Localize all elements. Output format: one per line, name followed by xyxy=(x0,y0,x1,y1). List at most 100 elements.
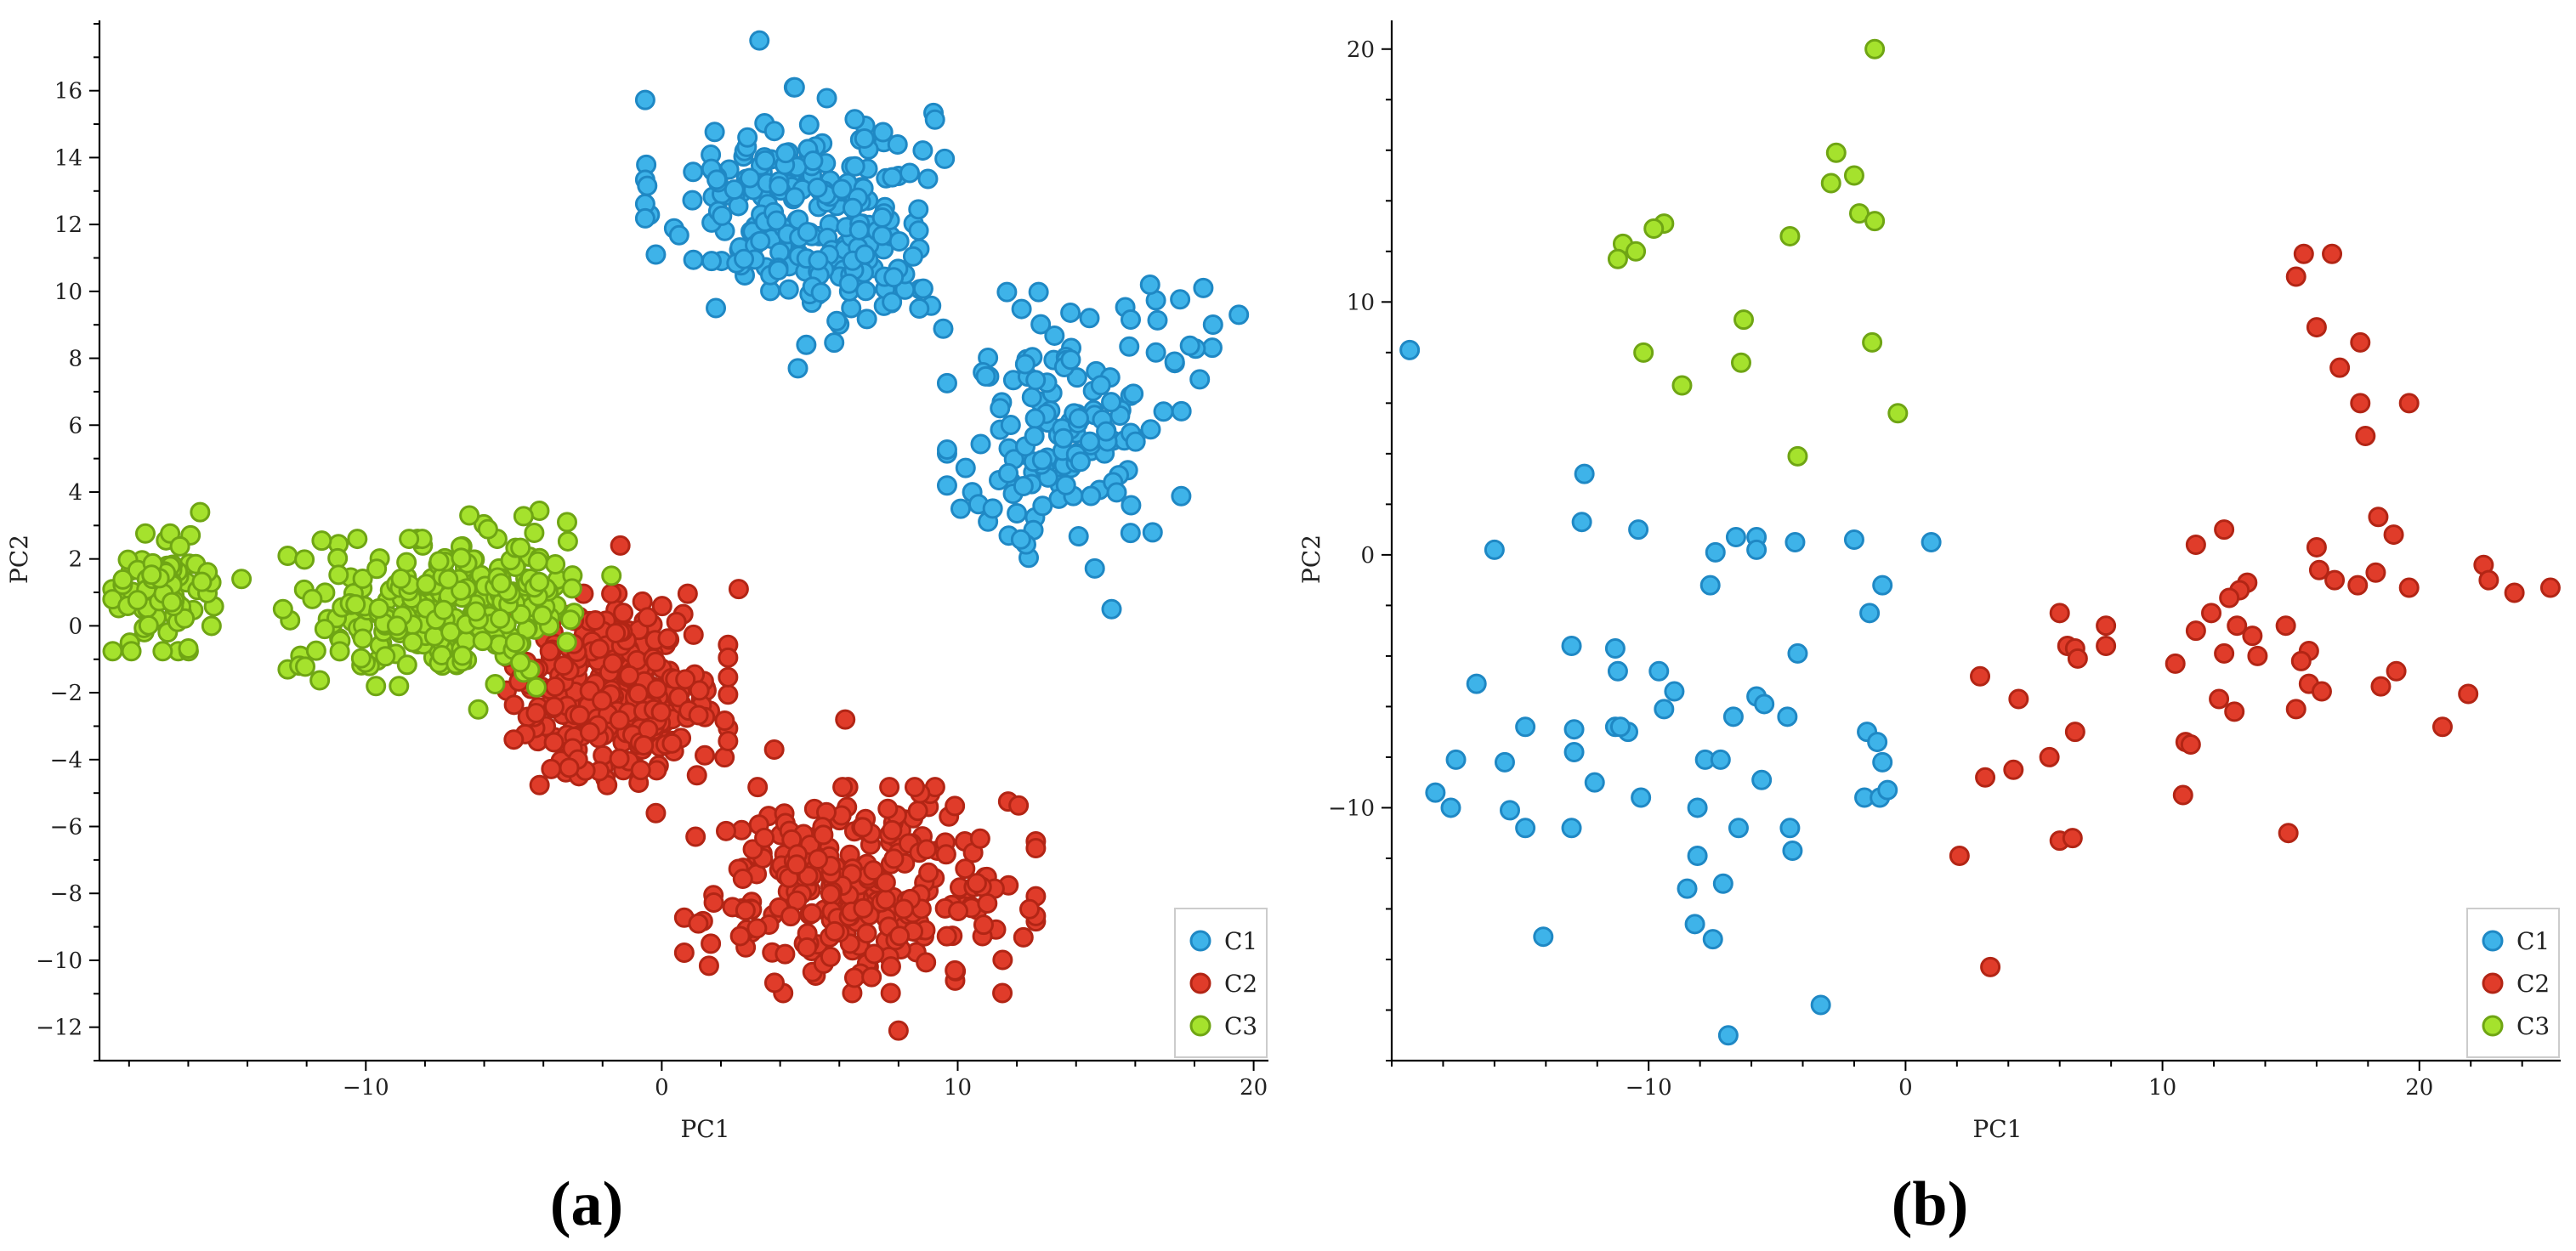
point-C3 xyxy=(1887,403,1909,424)
point-C1 xyxy=(1139,274,1160,295)
point-C2 xyxy=(2275,615,2296,637)
point-C1 xyxy=(854,244,876,265)
point-C1 xyxy=(855,280,877,302)
point-C2 xyxy=(864,943,885,965)
point-C2 xyxy=(2227,615,2248,637)
point-C2 xyxy=(529,774,550,795)
point-C1 xyxy=(1201,337,1223,359)
legend-label-C3: C3 xyxy=(2516,1012,2550,1040)
x-tick-label: 20 xyxy=(2405,1075,2433,1101)
point-C3 xyxy=(169,535,190,557)
point-C2 xyxy=(714,710,735,731)
point-C1 xyxy=(887,133,908,155)
point-C3 xyxy=(1643,218,1665,240)
point-C1 xyxy=(1877,779,1898,801)
y-tick-label: 0 xyxy=(68,614,82,639)
point-C2 xyxy=(2458,683,2479,705)
x-tick-label: −10 xyxy=(343,1075,389,1101)
point-C1 xyxy=(1032,495,1053,517)
point-C2 xyxy=(763,739,785,760)
point-C2 xyxy=(675,669,696,690)
legend: C1 C2 C3 xyxy=(1174,908,1268,1058)
point-C1 xyxy=(1066,367,1087,388)
point-C2 xyxy=(875,872,896,893)
scatter-chart-b: −10 0 10 20 −10 0 10 20 PC1 PC2 C1 C2 C3 xyxy=(1297,20,2561,1143)
point-C1 xyxy=(1584,772,1605,793)
point-C1 xyxy=(1810,994,1831,1016)
point-C1 xyxy=(1628,519,1649,541)
x-tick-label: 0 xyxy=(655,1075,669,1101)
point-C2 xyxy=(2306,317,2327,338)
point-C1 xyxy=(1425,782,1446,803)
point-C2 xyxy=(2096,636,2117,656)
point-C1 xyxy=(1142,522,1163,543)
point-C1 xyxy=(1153,401,1174,422)
point-C1 xyxy=(1664,681,1685,702)
point-C1 xyxy=(1684,914,1705,935)
point-C2 xyxy=(977,893,998,914)
point-C3 xyxy=(557,530,578,552)
point-C2 xyxy=(879,777,900,798)
point-C2 xyxy=(718,647,739,668)
point-C1 xyxy=(970,433,991,455)
point-C3 xyxy=(309,670,331,691)
legend-label-C2: C2 xyxy=(1224,970,1257,998)
point-C3 xyxy=(545,554,566,575)
point-C1 xyxy=(1179,335,1200,356)
point-C1 xyxy=(1000,415,1021,436)
point-C2 xyxy=(601,583,622,604)
point-C3 xyxy=(294,549,315,570)
y-tick-label: 10 xyxy=(54,280,82,305)
point-C2 xyxy=(813,824,834,846)
point-C1 xyxy=(871,207,893,229)
point-C1 xyxy=(1561,818,1582,839)
point-C3 xyxy=(1864,38,1886,59)
point-C2 xyxy=(1018,898,1040,920)
scatter-chart-a: −10 0 10 20 −12 −10 −8 −6 −4 −2 0 2 4 6 8 10 12 14 16 PC1 PC… xyxy=(5,20,1268,1143)
point-C2 xyxy=(992,949,1013,971)
point-C2 xyxy=(525,702,547,723)
point-C2 xyxy=(627,683,649,705)
point-C2 xyxy=(948,900,969,921)
x-tick-label: 10 xyxy=(2148,1075,2176,1101)
point-C2 xyxy=(610,535,631,556)
point-C1 xyxy=(908,199,929,220)
y-tick-label: −10 xyxy=(1328,795,1375,821)
point-C3 xyxy=(134,523,156,544)
point-C2 xyxy=(1013,926,1034,948)
legend-marker-C2 xyxy=(2482,972,2504,994)
point-C1 xyxy=(807,177,828,198)
point-C2 xyxy=(820,946,841,967)
point-C2 xyxy=(747,777,769,798)
point-C3 xyxy=(402,631,423,653)
point-C2 xyxy=(852,817,873,838)
point-C2 xyxy=(2355,426,2376,447)
point-C2 xyxy=(1008,795,1030,816)
point-C1 xyxy=(1722,706,1744,727)
point-C3 xyxy=(389,676,410,697)
point-C2 xyxy=(703,892,724,913)
legend-marker-C3 xyxy=(2482,1015,2504,1037)
point-C3 xyxy=(272,598,293,620)
point-C3 xyxy=(451,580,472,601)
point-C3 xyxy=(451,547,472,569)
point-C2 xyxy=(579,722,600,743)
point-C2 xyxy=(2398,393,2420,414)
legend-marker-C3 xyxy=(1189,1015,1211,1037)
point-C2 xyxy=(820,883,841,904)
point-C1 xyxy=(856,309,877,330)
point-C1 xyxy=(1055,474,1076,495)
legend-marker-C2 xyxy=(1189,972,1211,994)
point-C2 xyxy=(685,826,706,847)
point-C3 xyxy=(1820,173,1841,194)
point-C2 xyxy=(2214,519,2235,541)
chart-panel-a: −10 0 10 20 −12 −10 −8 −6 −4 −2 0 2 4 6 8 10 12 14 16 PC1 PC… xyxy=(5,20,1268,1143)
point-C1 xyxy=(768,260,789,281)
legend-label-C1: C1 xyxy=(1224,927,1257,955)
point-C1 xyxy=(844,156,865,177)
point-C1 xyxy=(1011,298,1032,320)
point-C1 xyxy=(1010,529,1031,550)
point-C3 xyxy=(1787,445,1808,467)
point-C2 xyxy=(592,690,613,711)
point-C2 xyxy=(503,694,525,716)
